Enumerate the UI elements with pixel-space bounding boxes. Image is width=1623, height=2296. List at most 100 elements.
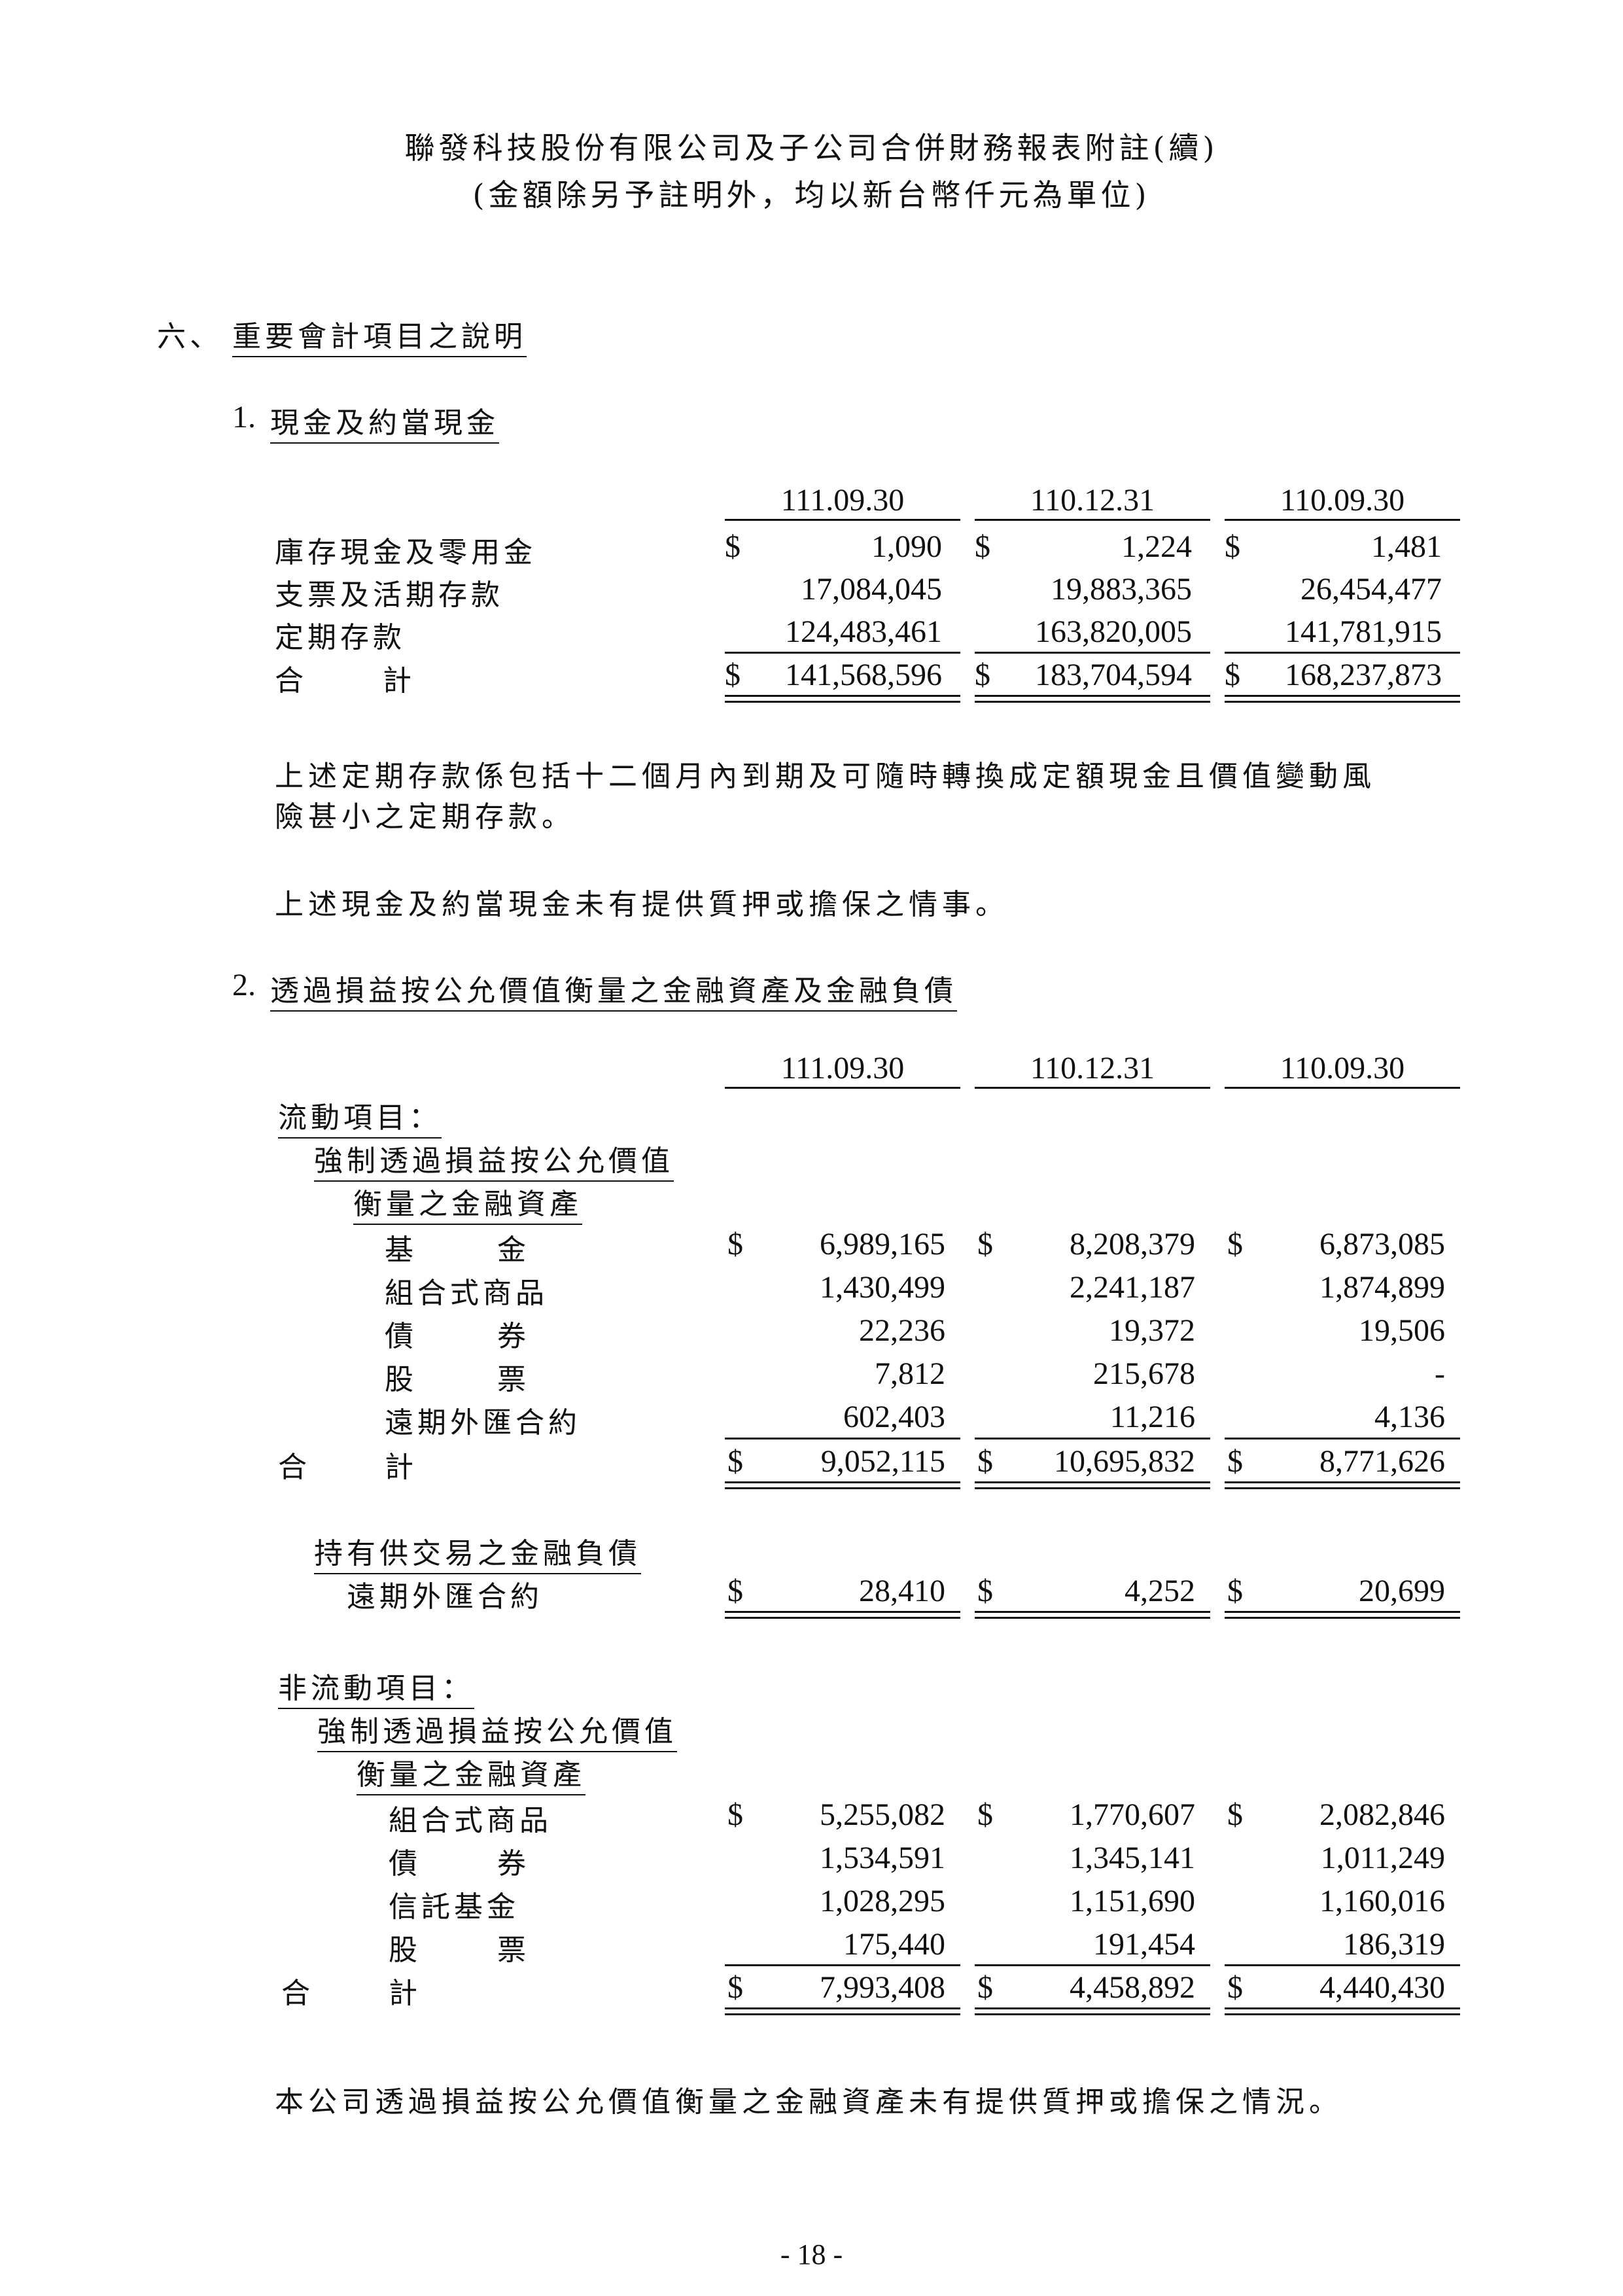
total-value: 141,568,596: [785, 658, 942, 692]
row-label: 遠期外匯合約: [347, 1580, 543, 1614]
total-value: 9,052,115: [820, 1444, 945, 1479]
cell-value: 163,820,005: [1035, 614, 1192, 649]
total-value: 7,993,408: [820, 1970, 945, 2005]
cell-value: 7,812: [875, 1356, 945, 1391]
total-value: 183,704,594: [1035, 658, 1192, 692]
total-label: 合: [275, 664, 307, 698]
cell-value: 20,699: [1359, 1574, 1445, 1608]
total-label: 計: [383, 664, 415, 698]
row-label: 信託基金: [389, 1890, 519, 1924]
cell-value: 175,440: [843, 1927, 945, 1962]
mandatory-label: 強制透過損益按公允價值: [317, 1708, 677, 1752]
currency-symbol: $: [1227, 1574, 1243, 1608]
cell-value: 1,090: [871, 529, 942, 564]
fvtpl-col-header: 110.09.30: [1280, 1051, 1405, 1086]
cell-value: 1,770,607: [1070, 1797, 1195, 1832]
row-label: 票: [497, 1934, 530, 1967]
row-label: 庫存現金及零用金: [275, 536, 536, 569]
cell-value: 11,216: [1109, 1400, 1195, 1434]
currency-symbol: $: [977, 1797, 993, 1832]
cell-value: -: [1435, 1356, 1445, 1391]
cell-value: 22,236: [859, 1313, 945, 1348]
row-label: 股: [385, 1363, 417, 1396]
cell-value: 1,011,249: [1320, 1841, 1445, 1875]
cell-value: 124,483,461: [785, 614, 942, 649]
row-label: 票: [497, 1363, 530, 1396]
cash-col-header: 110.09.30: [1280, 483, 1405, 518]
total-value: 168,237,873: [1285, 658, 1442, 692]
currency-symbol: $: [1225, 529, 1240, 564]
cell-value: 1,224: [1121, 529, 1192, 564]
row-label: 遠期外匯合約: [385, 1406, 581, 1439]
currency-symbol: $: [1227, 1227, 1243, 1262]
fvtpl-heading: 透過損益按公允價值衡量之金融資產及金融負債: [270, 967, 957, 1012]
note-text: 上述現金及約當現金未有提供質押或擔保之情事。: [275, 888, 1009, 921]
cell-value: 2,082,846: [1319, 1797, 1445, 1832]
page-number: - 18 -: [780, 2238, 843, 2270]
subtotal-rule: [1225, 1438, 1460, 1439]
currency-symbol: $: [727, 1797, 743, 1832]
subtotal-rule: [725, 1438, 960, 1439]
cell-value: 1,028,295: [820, 1884, 945, 1918]
cell-value: 28,410: [859, 1574, 945, 1608]
total-value: 4,440,430: [1319, 1970, 1445, 2005]
cell-value: 26,454,477: [1300, 572, 1442, 607]
mandatory-label: 強制透過損益按公允價值: [314, 1137, 674, 1182]
subtotal-rule: [1225, 1964, 1460, 1966]
column-rule: [975, 519, 1210, 521]
currency-symbol: $: [1227, 1444, 1243, 1479]
total-double-rule: [725, 695, 960, 703]
cell-value: 19,506: [1359, 1313, 1445, 1348]
total-double-rule: [725, 2007, 960, 2015]
row-label: 股: [389, 1934, 421, 1967]
total-double-rule: [975, 1481, 1210, 1489]
cell-value: 1,481: [1371, 529, 1442, 564]
total-double-rule: [725, 1611, 960, 1619]
currency-symbol: $: [727, 1227, 743, 1262]
cell-value: 19,883,365: [1051, 572, 1192, 607]
cell-value: 1,160,016: [1319, 1884, 1445, 1918]
cash-heading-number: 1.: [232, 400, 256, 434]
cell-value: 1,345,141: [1070, 1841, 1195, 1875]
cell-value: 602,403: [843, 1400, 945, 1434]
cell-value: 1,430,499: [820, 1270, 945, 1305]
currency-symbol: $: [727, 1574, 743, 1608]
row-label: 金: [497, 1233, 530, 1267]
row-label: 券: [497, 1320, 530, 1353]
cash-heading: 現金及約當現金: [270, 399, 499, 444]
subtotal-rule: [725, 652, 960, 654]
currency-symbol: $: [977, 1227, 993, 1262]
row-label: 定期存款: [275, 621, 406, 654]
fvtpl-col-header: 110.12.31: [1030, 1051, 1155, 1086]
cell-value: 1,534,591: [820, 1841, 945, 1875]
report-title: 聯發科技股份有限公司及子公司合併財務報表附註(續): [404, 130, 1219, 166]
total-label: 計: [389, 1977, 421, 2010]
currency-symbol: $: [1227, 1797, 1243, 1832]
total-double-rule: [1225, 2007, 1460, 2015]
column-rule: [1225, 519, 1460, 521]
mandatory-label: 衡量之金融資產: [353, 1180, 582, 1225]
note-text: 本公司透過損益按公允價值衡量之金融資產未有提供質押或擔保之情況。: [275, 2085, 1342, 2119]
note-text: 險甚小之定期存款。: [275, 800, 575, 834]
cell-value: 8,208,379: [1070, 1227, 1195, 1262]
column-rule: [725, 519, 960, 521]
total-value: 8,771,626: [1319, 1444, 1445, 1479]
liability-label: 持有供交易之金融負債: [314, 1530, 641, 1574]
current-label: 流動項目：: [278, 1094, 442, 1139]
total-double-rule: [1225, 1481, 1460, 1489]
currency-symbol: $: [1227, 1970, 1243, 2005]
cell-value: 5,255,082: [820, 1797, 945, 1832]
total-double-rule: [725, 1481, 960, 1489]
cell-value: 6,989,165: [820, 1227, 945, 1262]
cell-value: 186,319: [1343, 1927, 1445, 1962]
currency-symbol: $: [975, 529, 990, 564]
currency-symbol: $: [977, 1970, 993, 2005]
cell-value: 215,678: [1093, 1356, 1195, 1391]
total-double-rule: [975, 695, 1210, 703]
subtotal-rule: [1225, 652, 1460, 654]
currency-symbol: $: [977, 1574, 993, 1608]
currency-symbol: $: [727, 1444, 743, 1479]
currency-symbol: $: [975, 658, 990, 692]
currency-symbol: $: [725, 658, 741, 692]
